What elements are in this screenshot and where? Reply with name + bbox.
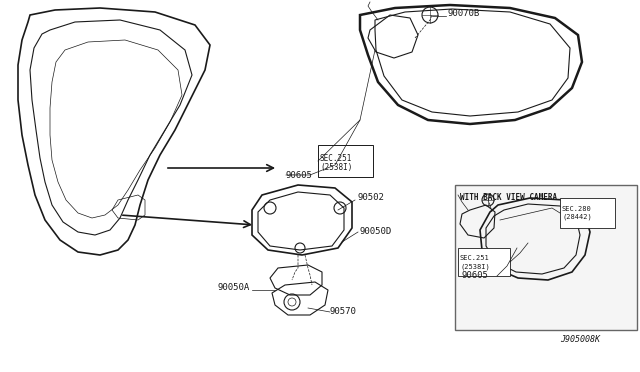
Bar xyxy=(455,185,637,330)
Text: 90502: 90502 xyxy=(358,193,385,202)
Text: (2538I): (2538I) xyxy=(460,263,490,269)
Text: SEC.251: SEC.251 xyxy=(320,154,353,163)
Text: (28442): (28442) xyxy=(562,214,592,221)
Bar xyxy=(318,145,373,177)
Text: 90570: 90570 xyxy=(330,308,357,317)
Text: 90050D: 90050D xyxy=(360,228,392,237)
Bar xyxy=(560,198,615,228)
Bar xyxy=(458,248,510,276)
Text: WITH BACK VIEW CAMERA: WITH BACK VIEW CAMERA xyxy=(460,193,557,202)
Text: 90605: 90605 xyxy=(462,272,489,280)
Text: SEC.280: SEC.280 xyxy=(562,206,592,212)
Text: SEC.251: SEC.251 xyxy=(460,255,490,261)
Text: 90050A: 90050A xyxy=(218,283,250,292)
Text: 90605: 90605 xyxy=(286,170,313,180)
Text: 90070B: 90070B xyxy=(448,10,480,19)
Text: (2538I): (2538I) xyxy=(320,163,353,172)
Text: J905008K: J905008K xyxy=(560,336,600,344)
